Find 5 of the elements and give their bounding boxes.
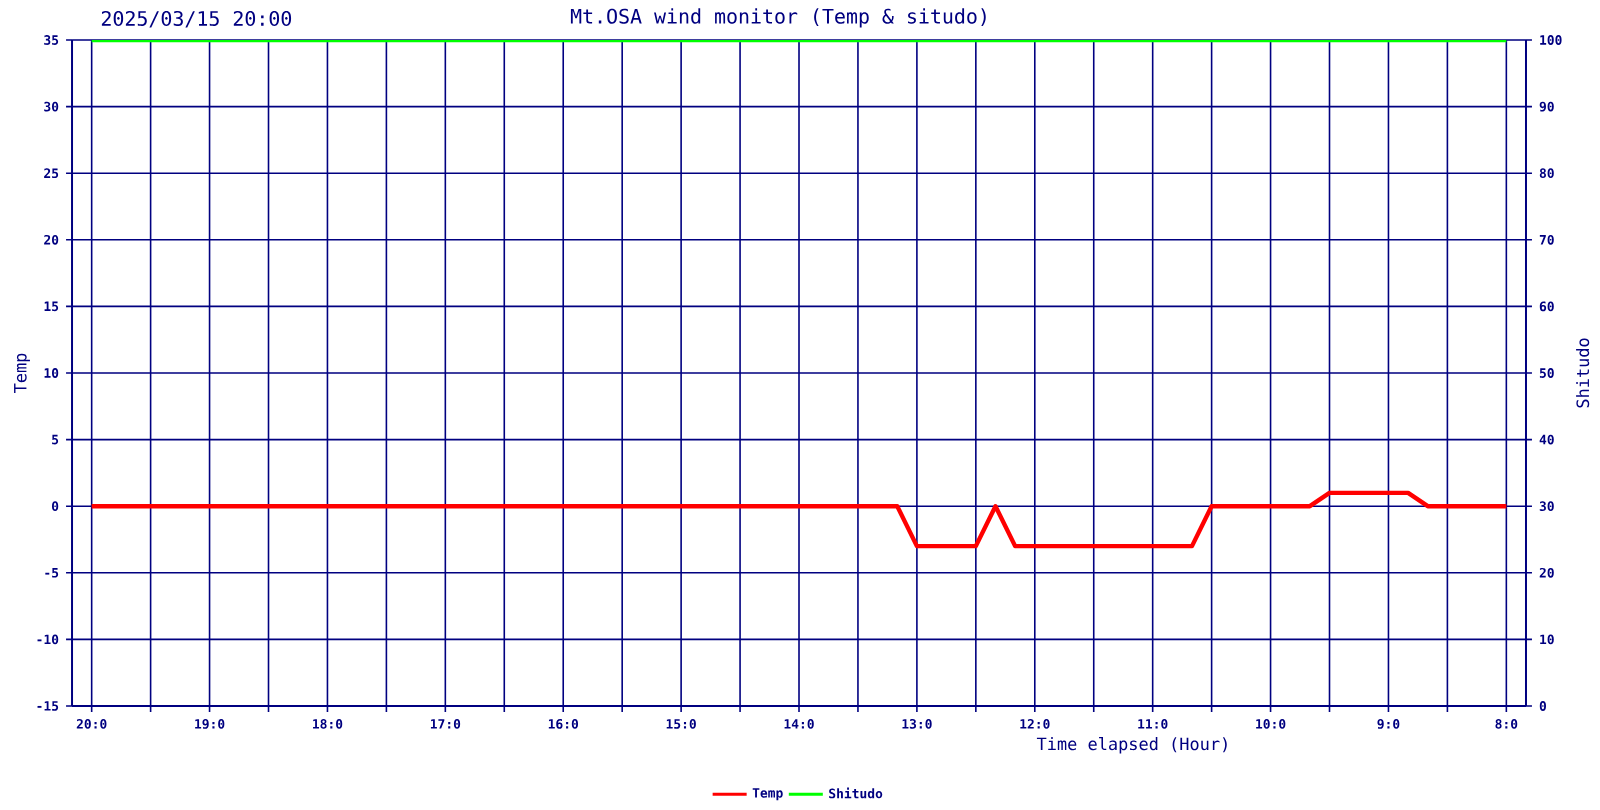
x-axis-title: Time elapsed (Hour) — [1036, 737, 1227, 754]
chart-subtitle: 2025/03/15 20:00 — [101, 11, 292, 29]
y2-axis-title: Shitudo — [1576, 338, 1590, 408]
y-axis-title: Temp — [14, 354, 30, 394]
chart-title: Mt.OSA wind monitor (Temp & situdo) — [570, 8, 986, 29]
